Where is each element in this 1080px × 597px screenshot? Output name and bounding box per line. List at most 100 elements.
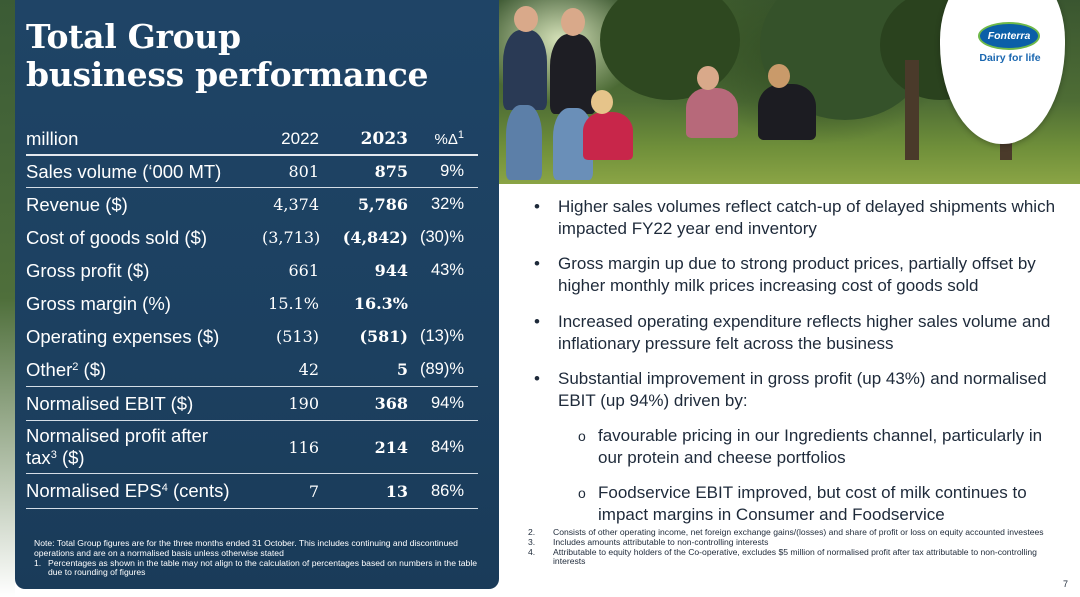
footnote-item: 4. Attributable to equity holders of the… [528,546,1048,568]
cell-2022: 801 [288,162,319,181]
cell-2023: 875 [374,162,408,181]
pct-change-label: %Δ [434,130,458,148]
cell-pct-change: (13)% [419,327,464,345]
cell-2023: (581) [359,327,408,346]
bullet-glyph: • [534,254,540,273]
footnote-number: 2. [528,527,536,537]
row-divider [26,420,478,421]
bullet-text: Substantial improvement in gross profit … [558,369,1047,410]
bullet-item: • Increased operating expenditure reflec… [534,311,1064,355]
cell-pct-change: (30)% [419,228,464,246]
cell-pct-change: 43% [430,261,464,279]
table-row: Gross margin (%) 15.1% 16.3% [26,287,478,320]
note-intro: Note: Total Group figures are for the th… [34,538,458,558]
pct-footnote-ref: 1 [457,128,464,141]
column-header-2023: 2023 [360,129,408,149]
footnote-text: Consists of other operating income, net … [553,527,1044,537]
title-line-1: Total Group [26,17,241,56]
footnote-ref: 4 [161,482,168,494]
footnotes: 2. Consists of other operating income, n… [528,527,1048,568]
cell-pct-change: 32% [430,195,464,213]
note-item: 1. Percentages as shown in the table may… [34,557,484,579]
cell-2022: 116 [288,437,319,457]
cell-pct-change: 86% [430,481,464,500]
footnote-ref: 2 [72,360,79,373]
row-label-suffix: ($) [56,447,85,468]
table-row: Normalised EBIT ($) 190 368 94% [26,387,478,420]
cell-2023: 214 [374,437,408,457]
row-label-text: Normalised EPS [26,480,162,501]
cell-2023: 5,786 [357,195,408,214]
row-label: Revenue ($) [26,193,128,215]
cell-2023: (4,842) [342,228,408,247]
footnote-item: 2. Consists of other operating income, n… [528,527,1048,538]
fonterra-logo: Fonterra [978,22,1040,50]
row-label-text: Other [26,358,73,380]
bullet-item: • Higher sales volumes reflect catch-up … [534,196,1064,240]
footnote-number: 3. [528,536,536,547]
bullet-glyph: • [534,312,540,331]
footnote-text: Includes amounts attributable to non-con… [553,536,769,547]
sub-bullet-text: Foodservice EBIT improved, but cost of m… [598,483,1027,524]
footnote-item: 3. Includes amounts attributable to non-… [528,536,1048,548]
row-label: Normalised EPS4 (cents) [26,480,262,502]
bullet-text: Increased operating expenditure reflects… [558,312,1051,353]
table-row: Other2 ($) 42 5 (89)% [26,353,478,386]
table-header-row: million 2022 2023 %Δ1 [26,124,478,154]
column-header-2022: 2022 [281,129,319,148]
cell-2023: 368 [374,394,408,413]
left-edge-photo-strip [0,0,15,597]
cell-2023: 5 [396,360,408,379]
table-row: Normalised EPS4 (cents) 7 13 86% [26,474,478,508]
row-label: Cost of goods sold ($) [26,226,207,248]
row-label: Normalised EBIT ($) [26,392,194,414]
bullet-glyph: • [534,197,540,216]
column-header-pct-change: %Δ1 [408,128,478,148]
cell-2022: 661 [288,261,319,280]
column-header-unit: million [26,128,79,149]
footnote-number: 4. [528,546,536,557]
logo-tagline: Dairy for life [979,52,1041,64]
row-label: Gross margin (%) [26,292,171,314]
page-title: Total Group business performance [26,18,466,94]
row-divider [26,508,478,509]
table-row: Operating expenses ($) (513) (581) (13)% [26,320,478,353]
cell-2022: 190 [288,394,319,413]
row-divider [26,473,478,474]
row-label: Other2 ($) [26,359,262,381]
bullet-item: • Substantial improvement in gross profi… [534,368,1064,412]
cell-2023: 944 [374,261,408,280]
bullet-glyph: • [534,369,540,388]
cell-pct-change: 84% [430,437,464,456]
table-notes: Note: Total Group figures are for the th… [34,538,484,579]
header-divider [26,154,478,156]
note-number: 1. [34,557,42,568]
cell-pct-change: (89)% [419,360,464,378]
table-row: Sales volume (‘000 MT) 801 875 9% [26,156,478,187]
cell-pct-change: 9% [440,162,464,180]
table-row: Gross profit ($) 661 944 43% [26,254,478,287]
bullet-text: Gross margin up due to strong product pr… [558,254,1036,295]
table-row: Revenue ($) 4,374 5,786 32% [26,188,478,221]
row-label: Operating expenses ($) [26,325,220,347]
row-label: Gross profit ($) [26,259,150,281]
cell-2022: 4,374 [273,195,319,214]
row-divider [26,187,478,188]
title-line-2: business performance [26,55,429,94]
row-label: Sales volume (‘000 MT) [26,160,222,182]
page-number: 7 [1063,579,1069,589]
row-divider [26,386,478,387]
financial-table: million 2022 2023 %Δ1 Sales volume (‘000… [26,124,478,509]
sub-bullet-glyph: o [578,485,586,501]
footnote-text: Attributable to equity holders of the Co… [553,546,1037,567]
cell-2022: 7 [308,481,319,501]
row-label-suffix: ($) [78,358,107,380]
table-row: Normalised profit after tax3 ($) 116 214 … [26,421,478,473]
row-label-line2: tax [26,447,51,468]
cell-2022: (3,713) [262,228,321,247]
table-row: Cost of goods sold ($) (3,713) (4,842) (… [26,221,478,254]
row-label: Normalised profit after tax3 ($) [26,425,262,469]
cell-2023: 16.3% [353,294,408,313]
sub-bullet-text: favourable pricing in our Ingredients ch… [598,426,1043,467]
performance-panel [15,0,499,589]
